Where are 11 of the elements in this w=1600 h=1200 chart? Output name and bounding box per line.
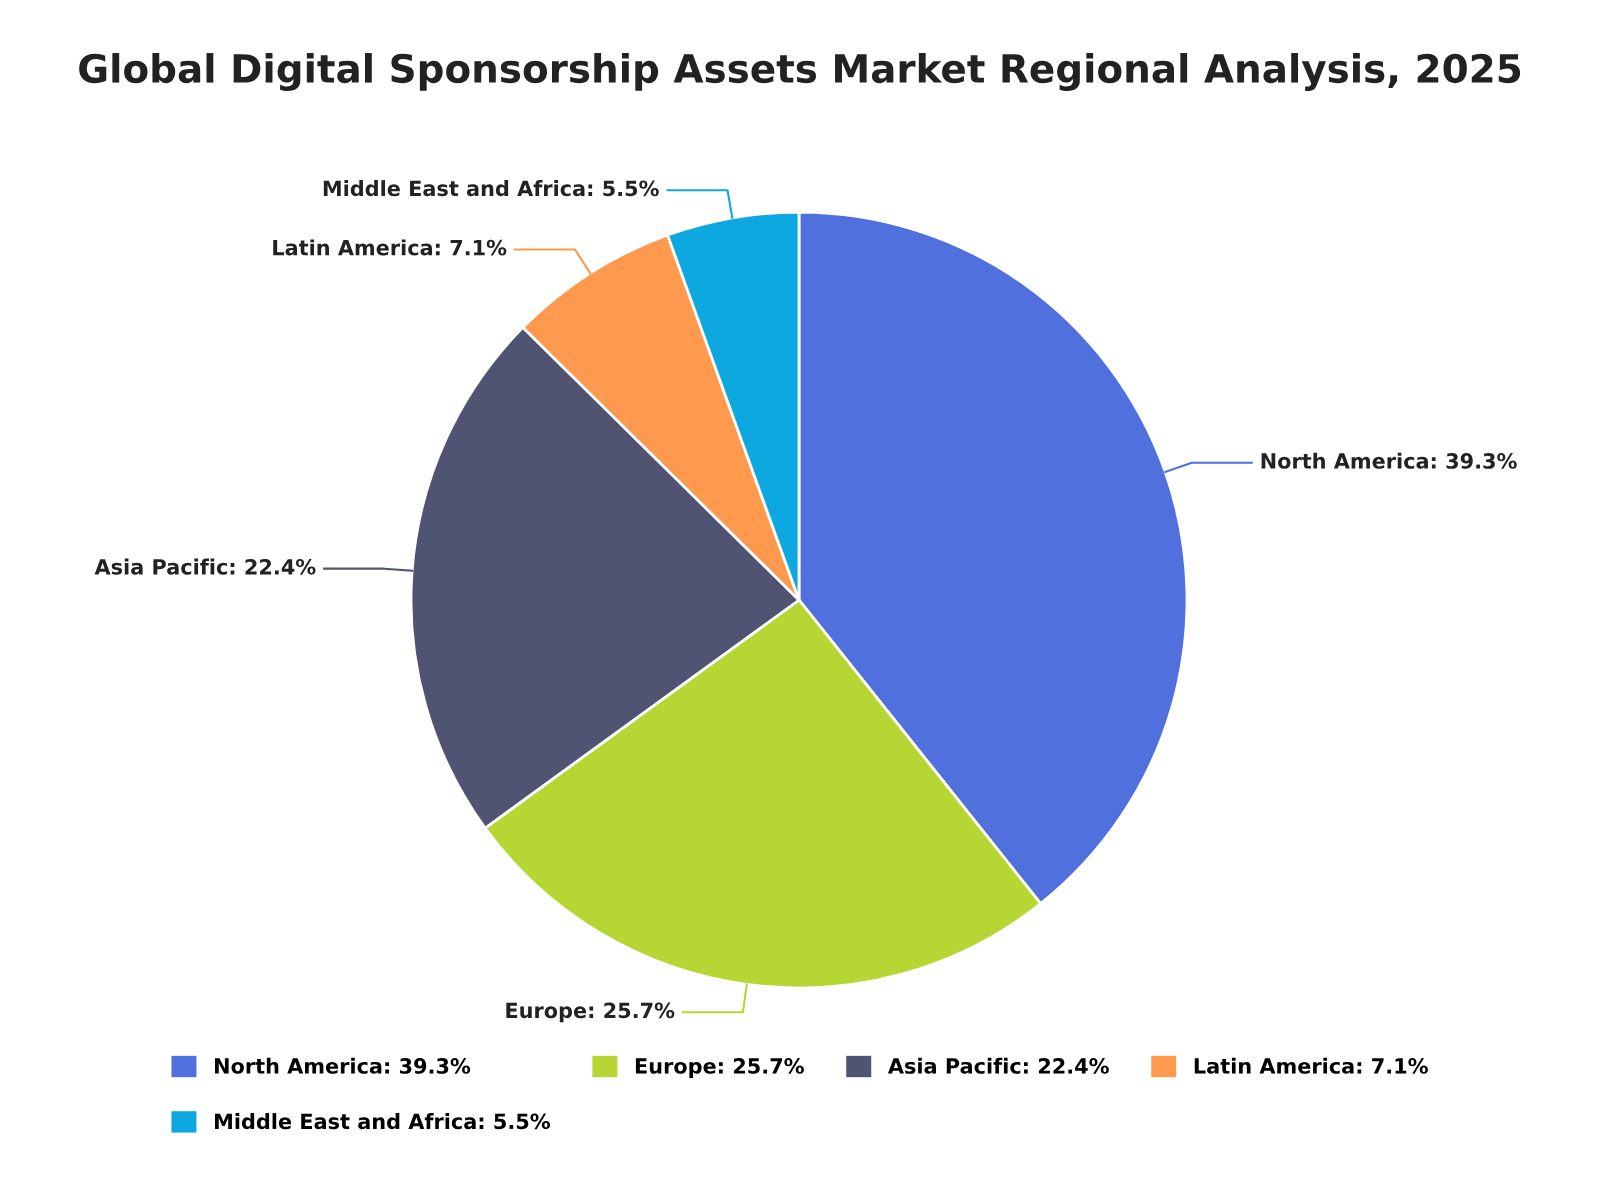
slice-label: Europe: 25.7% — [506, 1002, 675, 1023]
chart-title: Global Digital Sponsorship Assets Market Regional Analysis, 2025 — [79, 53, 1521, 91]
legend-label: North America: 39.3% — [215, 1057, 471, 1074]
slice-label: North America: 39.3% — [1261, 452, 1517, 469]
slice-label: Middle East and Africa: 5.5% — [323, 180, 659, 197]
legend-label: Latin America: 7.1% — [1194, 1057, 1428, 1074]
legend-label: Middle East and Africa: 5.5% — [215, 1113, 551, 1130]
legend-label: Europe: 25.7% — [635, 1058, 804, 1078]
slice-label: Asia Pacific: 22.4% — [94, 558, 316, 575]
slice-label: Latin America: 7.1% — [273, 239, 507, 256]
legend-label: Asia Pacific: 22.4% — [887, 1057, 1109, 1074]
